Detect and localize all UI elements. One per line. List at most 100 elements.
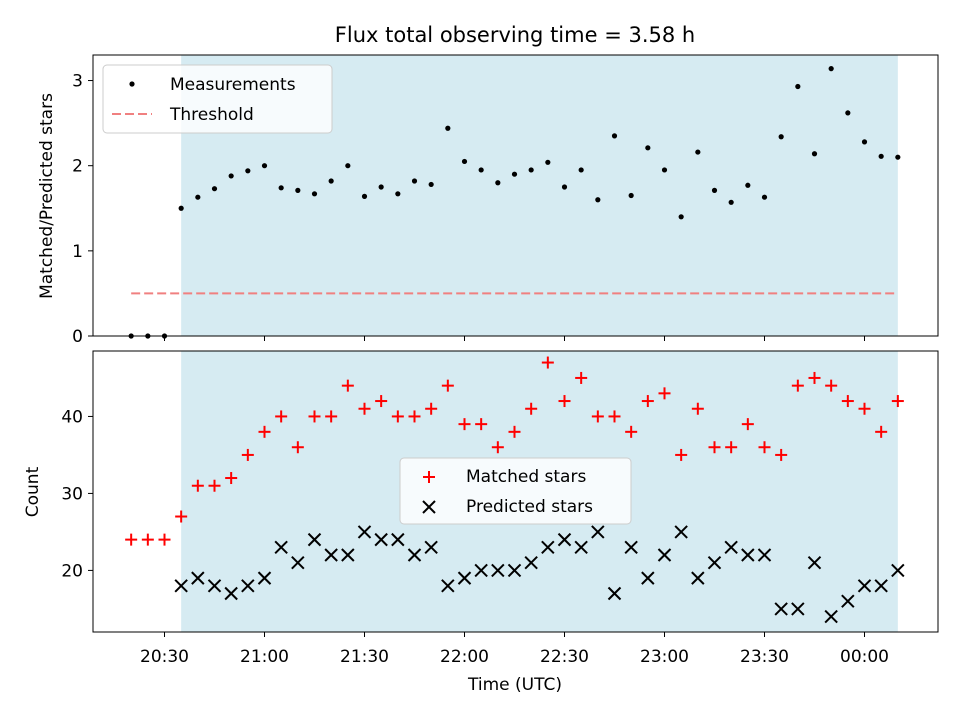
y-tick-label: 20 bbox=[61, 561, 83, 581]
y-tick-label: 30 bbox=[61, 484, 83, 504]
measurement-point bbox=[611, 133, 618, 139]
matched-star-point bbox=[741, 418, 754, 431]
matched-star-point bbox=[308, 410, 321, 423]
measurement-point bbox=[828, 66, 834, 72]
measurement-point bbox=[628, 192, 634, 199]
count-axes-frame bbox=[92, 350, 939, 633]
predicted-star-point bbox=[624, 540, 638, 555]
predicted-star-point bbox=[291, 556, 305, 570]
x-tick-label: 20:30 bbox=[140, 647, 189, 667]
predicted-star-point bbox=[857, 579, 872, 593]
measurement-point bbox=[795, 83, 801, 90]
measurement-point bbox=[661, 167, 668, 173]
measurement-point bbox=[395, 191, 401, 197]
count-panel: 20 30 40 20:30 21:00 21:30 22:00 22:30 23:00 23:… bbox=[23, 350, 939, 695]
predicted-star-point bbox=[457, 571, 472, 585]
matched-star-point bbox=[375, 395, 388, 408]
predicted-star-point bbox=[391, 532, 405, 547]
predicted-star-point bbox=[424, 540, 438, 555]
measurement-point bbox=[295, 187, 301, 193]
count-markers bbox=[125, 356, 905, 624]
measurement-point bbox=[311, 191, 318, 197]
matched-star-point bbox=[158, 533, 171, 546]
matched-star-point bbox=[775, 448, 788, 461]
measurement-point bbox=[595, 197, 601, 203]
matched-star-point bbox=[691, 402, 704, 415]
predicted-star-point bbox=[524, 556, 538, 570]
matched-star-point bbox=[508, 425, 521, 438]
matched-star-point bbox=[291, 441, 304, 454]
predicted-star-point bbox=[774, 602, 788, 616]
predicted-star-point bbox=[641, 571, 655, 585]
measurement-point bbox=[245, 168, 251, 174]
matched-star-point bbox=[875, 425, 888, 438]
x-tick-label: 22:30 bbox=[540, 647, 589, 667]
legend-measurements-marker bbox=[129, 81, 135, 87]
predicted-star-point bbox=[374, 532, 388, 547]
count-legend-box bbox=[399, 457, 632, 525]
predicted-star-point bbox=[341, 548, 355, 562]
measurement-point bbox=[711, 187, 718, 193]
matched-star-point bbox=[258, 425, 271, 438]
matched-star-point bbox=[541, 356, 554, 369]
predicted-star-point bbox=[491, 563, 505, 578]
measurement-point bbox=[895, 154, 901, 160]
legend-threshold-label: Threshold bbox=[169, 105, 254, 125]
ratio-y-ticks: 0 1 2 3 bbox=[72, 72, 93, 347]
matched-star-point bbox=[458, 418, 471, 431]
matched-star-point bbox=[725, 441, 738, 454]
predicted-star-point bbox=[324, 548, 338, 562]
measurement-point bbox=[778, 134, 784, 140]
matched-star-point bbox=[141, 533, 154, 546]
legend-predicted-label: Predicted stars bbox=[466, 497, 593, 517]
matched-star-point bbox=[191, 479, 204, 492]
measurement-point bbox=[811, 151, 818, 157]
count-x-ticks: 20:30 21:00 21:30 22:00 22:30 23:00 23:30 00:00 bbox=[140, 632, 889, 667]
legend-measurements-label: Measurements bbox=[170, 75, 296, 95]
chart-title: Flux total observing time = 3.58 h bbox=[335, 23, 695, 47]
legend-matched-label: Matched stars bbox=[466, 467, 586, 487]
measurement-point bbox=[345, 163, 351, 169]
matched-star-point bbox=[125, 533, 138, 546]
measurement-point bbox=[678, 214, 684, 220]
measurement-point bbox=[261, 163, 268, 169]
x-axis-label: Time (UTC) bbox=[467, 675, 562, 695]
matched-star-point bbox=[358, 402, 371, 415]
matched-star-point bbox=[425, 402, 438, 415]
measurement-point bbox=[761, 194, 768, 200]
matched-star-point bbox=[558, 395, 571, 408]
measurement-point bbox=[445, 125, 451, 131]
predicted-star-point bbox=[441, 579, 455, 593]
x-tick-label: 00:00 bbox=[840, 647, 889, 667]
ratio-axes-frame bbox=[92, 54, 939, 337]
predicted-star-point bbox=[224, 586, 238, 601]
measurement-point bbox=[461, 158, 468, 165]
measurement-point bbox=[545, 159, 551, 165]
predicted-star-point bbox=[407, 548, 422, 562]
matched-star-point bbox=[708, 441, 721, 454]
matched-star-point bbox=[625, 425, 638, 438]
predicted-star-point bbox=[791, 602, 805, 616]
matched-star-point bbox=[825, 379, 838, 392]
measurement-point bbox=[645, 145, 651, 151]
predicted-star-point bbox=[841, 594, 855, 608]
matched-star-point bbox=[575, 371, 588, 384]
ratio-x-ticks bbox=[164, 336, 865, 341]
predicted-star-point bbox=[591, 525, 605, 539]
measurement-point bbox=[728, 199, 734, 205]
x-tick-label: 21:30 bbox=[340, 647, 389, 667]
measurement-point bbox=[745, 182, 751, 188]
predicted-star-point bbox=[241, 579, 255, 593]
matched-star-point bbox=[841, 395, 854, 408]
predicted-star-point bbox=[874, 579, 888, 593]
ratio-y-axis-label: Matched/Predicted stars bbox=[37, 93, 57, 299]
predicted-star-point bbox=[541, 540, 555, 555]
matched-star-point bbox=[675, 448, 688, 461]
y-tick-label: 3 bbox=[72, 72, 83, 92]
predicted-star-point bbox=[174, 579, 188, 593]
measurement-point bbox=[845, 110, 851, 116]
predicted-star-point bbox=[891, 563, 905, 578]
predicted-star-point bbox=[191, 571, 205, 585]
x-tick-label: 22:00 bbox=[440, 647, 489, 667]
